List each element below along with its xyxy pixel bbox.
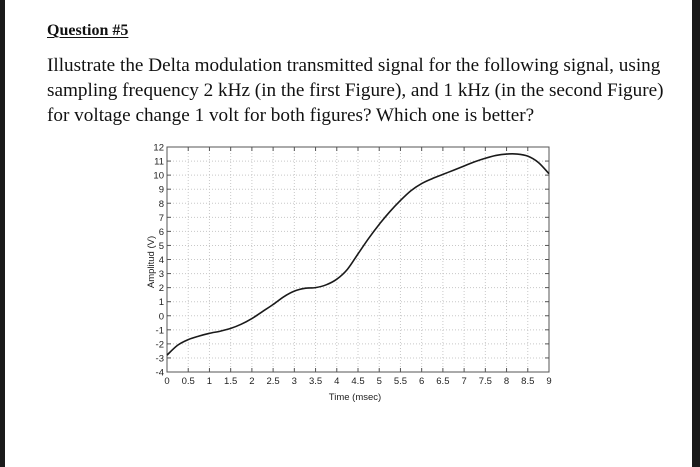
x-tick-label: 6.5	[436, 376, 449, 387]
x-tick-label: 3.5	[309, 376, 322, 387]
question-line-1: Illustrate the Delta modulation transmit…	[47, 55, 661, 76]
y-tick-label: 5	[159, 241, 164, 252]
x-tick-label: 1.5	[224, 376, 237, 387]
x-tick-label: 4.5	[351, 376, 364, 387]
y-tick-label: 12	[153, 143, 164, 154]
x-tick-label: 8	[504, 376, 509, 387]
question-text: Illustrate the Delta modulation transmit…	[47, 53, 667, 128]
y-tick-label: 7	[159, 213, 164, 224]
x-tick-label: 7	[461, 376, 466, 387]
document-page: Question #5 Illustrate the Delta modulat…	[5, 0, 692, 467]
y-tick-label: -4	[156, 368, 164, 379]
x-tick-label: 5	[377, 376, 382, 387]
y-tick-label: 1	[159, 297, 164, 308]
x-tick-label: 8.5	[521, 376, 534, 387]
x-tick-label: 0	[164, 376, 169, 387]
y-tick-label: 9	[159, 185, 164, 196]
x-axis-label: Time (msec)	[329, 392, 381, 403]
y-tick-label: 0	[159, 311, 164, 322]
y-tick-label: 6	[159, 227, 164, 238]
x-tick-label: 4	[334, 376, 339, 387]
x-tick-label: 1	[207, 376, 212, 387]
y-tick-label: -2	[156, 339, 164, 350]
x-tick-label: 9	[546, 376, 551, 387]
x-tick-label: 5.5	[394, 376, 407, 387]
y-tick-label: -1	[156, 325, 164, 336]
x-tick-label: 2.5	[267, 376, 280, 387]
x-tick-label: 0.5	[182, 376, 195, 387]
y-axis-label: Amplitud (V)	[146, 236, 157, 288]
question-title: Question #5	[47, 22, 129, 39]
y-tick-label: 4	[159, 255, 164, 266]
x-axis-ticks: 0 0.5 1 1.5 2 2.5 3 3.5 4 4.5 5 5.5 6 6.5 7 7.5 8 8.5 9	[164, 147, 552, 387]
question-line-3: for voltage change 1 volt for both figur…	[47, 105, 535, 126]
y-tick-label: 2	[159, 283, 164, 294]
x-tick-label: 2	[249, 376, 254, 387]
y-tick-label: 3	[159, 269, 164, 280]
y-tick-label: 11	[154, 157, 164, 168]
x-tick-label: 6	[419, 376, 424, 387]
signal-line	[166, 153, 550, 356]
y-tick-label: -3	[156, 353, 164, 364]
x-tick-label: 7.5	[479, 376, 492, 387]
chart-grid	[167, 147, 549, 372]
question-line-2: sampling frequency 2 kHz (in the first F…	[47, 80, 664, 101]
x-tick-label: 3	[292, 376, 297, 387]
y-tick-label: 8	[159, 199, 164, 210]
y-tick-label: 10	[153, 171, 164, 182]
